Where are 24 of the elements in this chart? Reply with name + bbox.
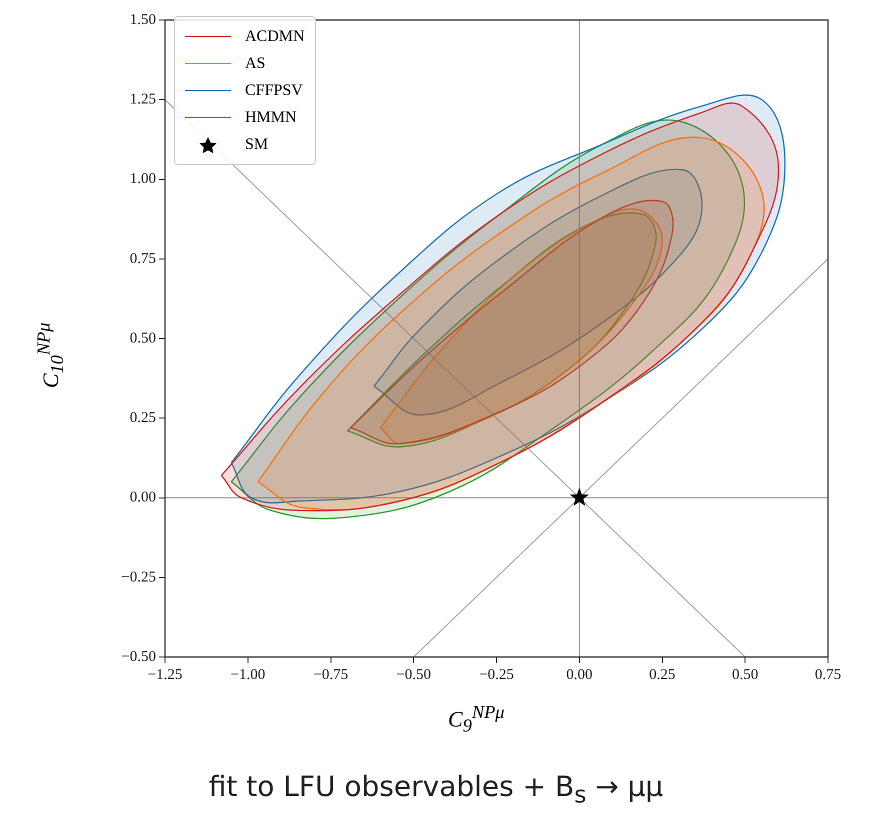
y-tick-label: −0.25 (121, 569, 156, 586)
x-tick-label: −1.25 (148, 666, 182, 683)
x-tick-label: −1.00 (230, 666, 266, 683)
y-tick-label: 0.25 (130, 410, 156, 426)
x-tick-label: −0.75 (313, 666, 348, 683)
legend-label: SM (245, 136, 268, 154)
y-tick-label: 1.25 (130, 92, 156, 108)
x-tick-label: 0.00 (566, 666, 592, 683)
y-tick-label: 0.00 (130, 490, 156, 506)
x-tick-label: 0.25 (649, 666, 676, 683)
x-tick-label: 0.75 (814, 666, 842, 683)
legend-label: ACDMN (245, 28, 305, 46)
y-tick-label: 1.50 (130, 12, 156, 28)
y-tick-label: 0.50 (130, 330, 156, 346)
text: fit to LFU observables + B$_{s}$ → μμ (208, 770, 664, 809)
legend-label: HMMN (245, 108, 297, 126)
y-tick-label: 0.75 (130, 250, 156, 267)
y-tick-label: −0.50 (121, 648, 156, 665)
y-tick-label: 1.00 (130, 171, 156, 188)
x-tick-label: −0.50 (396, 666, 431, 683)
legend-label: CFFPSV (245, 82, 303, 100)
x-tick-label: 0.50 (732, 666, 758, 683)
x-tick-label: −0.25 (479, 666, 514, 683)
legend-label: AS (245, 54, 266, 72)
